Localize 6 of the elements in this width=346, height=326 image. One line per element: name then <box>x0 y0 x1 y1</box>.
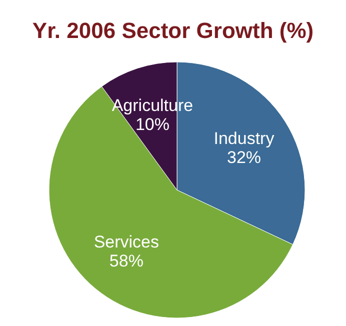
data-label: 32% <box>226 148 262 167</box>
chart-title: Yr. 2006 Sector Growth (%) <box>32 18 314 43</box>
slice-label: Industry <box>214 129 275 148</box>
data-label: 58% <box>109 251 144 270</box>
data-label: 10% <box>135 114 170 134</box>
slice-label: Services <box>94 232 160 252</box>
